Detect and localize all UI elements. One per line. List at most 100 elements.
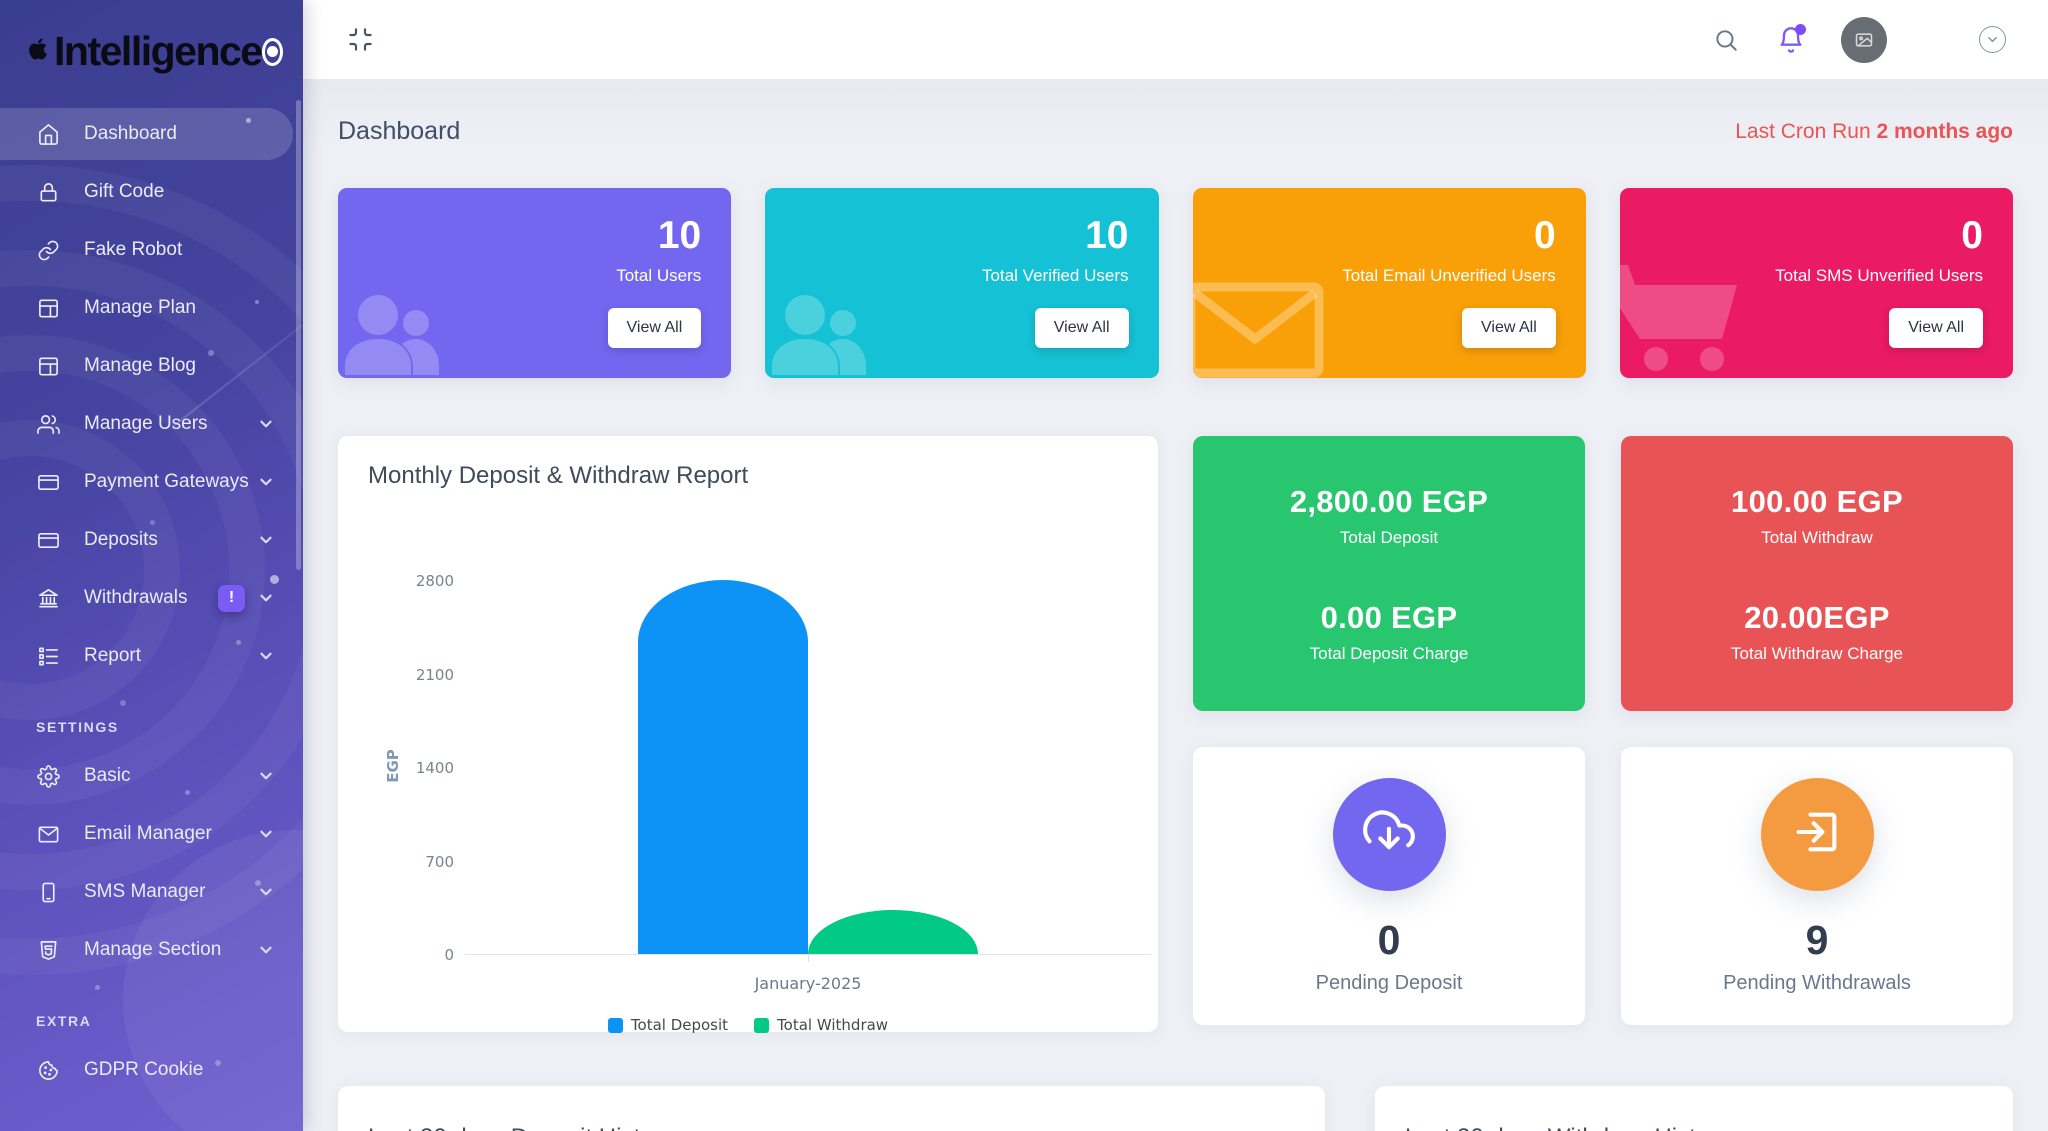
- list-icon: [36, 644, 61, 669]
- withdraw-history-card: Last 30 days Withdraw History: [1375, 1086, 2013, 1131]
- bar-chart: 0 700 1400 2100 2800 EGP January-2025 Total Dep…: [368, 494, 1151, 1034]
- topbar: [303, 0, 2048, 79]
- chevron-down-icon: [257, 473, 275, 491]
- deposit-history-title: Last 30 days Deposit History: [368, 1124, 1295, 1131]
- sidebar-pin-toggle[interactable]: [261, 37, 283, 66]
- stat-value: 0: [1534, 214, 1556, 257]
- sidebar-item-manage-users[interactable]: Manage Users: [0, 395, 303, 453]
- compress-icon: [349, 28, 372, 51]
- brand-name: Intelligence: [54, 28, 263, 74]
- chart-legend: Total Deposit Total Withdraw: [368, 1016, 1128, 1034]
- sidebar-item-payment-gateways[interactable]: Payment Gateways: [0, 453, 303, 511]
- y-axis-tick: 2100: [415, 665, 454, 684]
- pending-label: Pending Withdrawals: [1723, 971, 1911, 994]
- sidebar-item-label: Fake Robot: [84, 239, 183, 260]
- sidebar-item-manage-blog[interactable]: Manage Blog: [0, 337, 303, 395]
- summary-label-2: Total Deposit Charge: [1309, 643, 1469, 663]
- search-button[interactable]: [1713, 27, 1739, 53]
- stat-label: Total SMS Unverified Users: [1775, 265, 1983, 285]
- view-all-button[interactable]: View All: [1889, 307, 1983, 348]
- export-circle: [1760, 777, 1874, 891]
- view-all-button[interactable]: View All: [607, 307, 702, 348]
- sidebar-section-settings: SETTINGS: [36, 719, 119, 735]
- legend-item[interactable]: Total Withdraw: [754, 1016, 888, 1034]
- user-avatar[interactable]: [1841, 16, 1887, 63]
- profile-menu-button[interactable]: [1979, 26, 2006, 53]
- sidebar-item-deposits[interactable]: Deposits: [0, 511, 303, 569]
- chevron-down-icon: [257, 531, 275, 549]
- view-all-button[interactable]: View All: [1462, 307, 1556, 348]
- credit-card-icon: [36, 528, 61, 553]
- mail-icon: [36, 822, 61, 847]
- sidebar-item-email-manager[interactable]: Email Manager: [0, 805, 303, 863]
- smartphone-icon: [36, 880, 61, 905]
- sidebar-item-sms-manager[interactable]: SMS Manager: [0, 863, 303, 921]
- summary-amount-2: 0.00 EGP: [1320, 599, 1458, 635]
- sidebar-item-label: Withdrawals: [84, 587, 188, 608]
- cookie-icon: [36, 1058, 61, 1083]
- cart-bg-icon: [1619, 263, 1762, 378]
- sidebar-item-fake-robot[interactable]: Fake Robot: [0, 221, 303, 279]
- lock-icon: [36, 180, 61, 205]
- stat-label: Total Users: [616, 265, 702, 285]
- users-icon: [36, 412, 61, 437]
- bar-total-deposit[interactable]: [638, 580, 808, 954]
- sidebar-scrollbar[interactable]: [296, 100, 301, 570]
- chevron-down-icon: [1988, 36, 1997, 43]
- bar-total-withdraw[interactable]: [808, 910, 978, 954]
- summary-column: 2,800.00 EGP Total Deposit 0.00 EGP Total D…: [1193, 436, 2013, 1032]
- legend-swatch: [607, 1017, 623, 1033]
- stat-cards-row: 10 Total Users View All 10 Total Verified Us…: [338, 188, 2013, 378]
- legend-item[interactable]: Total Deposit: [607, 1016, 729, 1034]
- summary-card-total-deposit: 2,800.00 EGP Total Deposit 0.00 EGP Total D…: [1193, 436, 1585, 711]
- sidebar-item-gift-code[interactable]: Gift Code: [0, 163, 303, 221]
- view-all-button[interactable]: View All: [1034, 307, 1129, 348]
- sidebar-item-withdrawals[interactable]: Withdrawals!: [0, 569, 303, 627]
- sidebar-item-label: Gift Code: [84, 181, 165, 202]
- summary-card-total-withdraw: 100.00 EGP Total Withdraw 20.00EGP Total Wi…: [1621, 436, 2013, 711]
- sidebar-item-gdpr-cookie[interactable]: GDPR Cookie: [0, 1041, 303, 1099]
- sidebar-item-label: Manage Plan: [84, 297, 196, 318]
- notification-badge-dot: [1795, 23, 1806, 35]
- users-group-bg-icon: [338, 279, 458, 378]
- sidebar-item-label: SMS Manager: [84, 881, 206, 902]
- stat-card-total-sms-unverified-users: 0 Total SMS Unverified Users View All: [1619, 188, 2013, 378]
- sidebar-item-manage-plan[interactable]: Manage Plan: [0, 279, 303, 337]
- sidebar-collapse-button[interactable]: [347, 26, 374, 53]
- credit-card-icon: [36, 470, 61, 495]
- cron-value: 2 months ago: [1876, 119, 2013, 143]
- sidebar-item-label: Deposits: [84, 529, 158, 550]
- gear-icon: [36, 764, 61, 789]
- sidebar-item-report[interactable]: Report: [0, 627, 303, 685]
- sidebar-item-label: Manage Blog: [84, 355, 196, 376]
- sidebar-item-basic[interactable]: Basic: [0, 747, 303, 805]
- legend-label: Total Withdraw: [777, 1016, 889, 1034]
- page-header: Dashboard Last Cron Run 2 months ago: [338, 117, 2013, 146]
- sidebar-item-label: Payment Gateways: [84, 471, 249, 492]
- pending-card-pending-deposit: 0 Pending Deposit: [1193, 747, 1585, 1025]
- stat-card-total-users: 10 Total Users View All: [338, 188, 732, 378]
- layout-icon: [36, 354, 61, 379]
- summary-label: Total Deposit: [1339, 527, 1439, 547]
- deposit-history-card: Last 30 days Deposit History: [338, 1086, 1325, 1131]
- y-axis-tick: 1400: [415, 759, 454, 777]
- withdraw-history-title: Last 30 days Withdraw History: [1405, 1124, 1983, 1131]
- users-group-bg-icon: [765, 279, 885, 378]
- stat-value: 10: [657, 214, 702, 257]
- summary-label: Total Withdraw: [1761, 527, 1873, 547]
- sidebar-item-label: Manage Section: [84, 939, 222, 960]
- cloud-download-icon: [1363, 806, 1415, 863]
- main-content: Dashboard Last Cron Run 2 months ago 10 T…: [303, 79, 2048, 1131]
- sidebar-item-manage-section[interactable]: Manage Section: [0, 921, 303, 979]
- attention-badge: !: [218, 584, 245, 612]
- sidebar-item-dashboard[interactable]: Dashboard: [0, 105, 303, 163]
- pending-label: Pending Deposit: [1315, 971, 1463, 994]
- chevron-down-icon: [257, 415, 275, 433]
- summary-label-2: Total Withdraw Charge: [1731, 643, 1903, 663]
- legend-label: Total Deposit: [630, 1016, 729, 1034]
- notifications-button[interactable]: [1777, 23, 1806, 54]
- sidebar: Intelligence Dashboard Gift Code Fake Robo…: [0, 0, 303, 1131]
- chart-title: Monthly Deposit & Withdraw Report: [368, 462, 749, 489]
- stat-card-total-verified-users: 10 Total Verified Users View All: [765, 188, 1159, 378]
- cloud-download-circle: [1332, 777, 1446, 891]
